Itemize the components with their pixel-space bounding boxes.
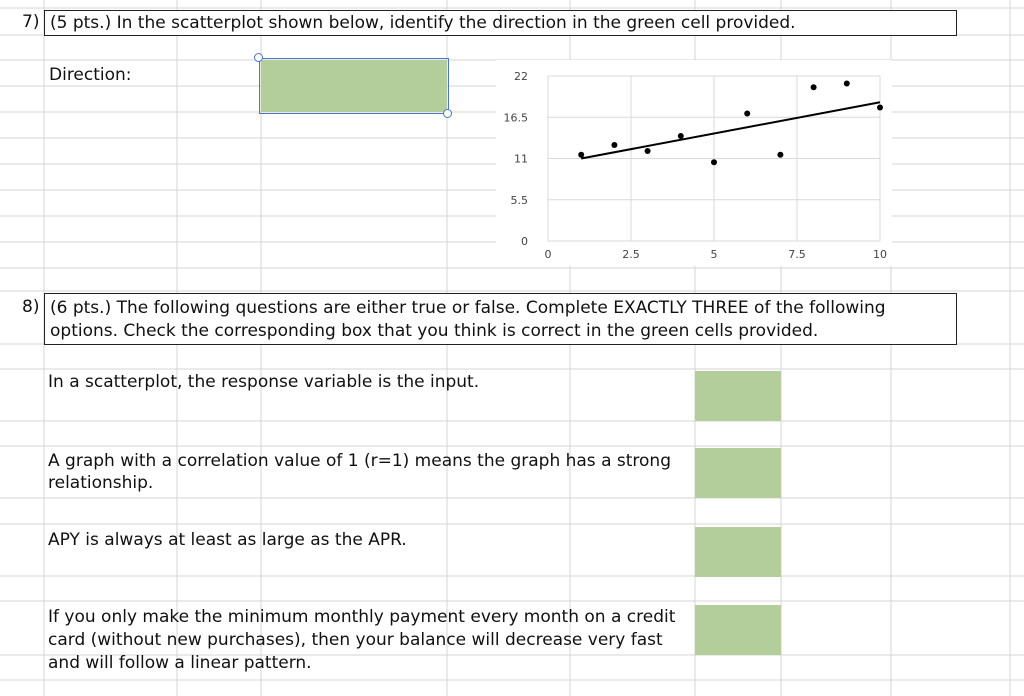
question-8-number: 8) (22, 297, 40, 317)
data-point (578, 151, 585, 158)
y-tick-label: 5.5 (511, 194, 529, 207)
selection-handle-top-left[interactable] (254, 53, 263, 62)
data-point (810, 84, 817, 91)
x-tick-label: 5 (711, 248, 718, 261)
statement-4-text: If you only make the minimum monthly pay… (48, 607, 676, 673)
statement-1-answer-cell[interactable] (695, 371, 781, 421)
data-point (843, 80, 850, 87)
statement-2-text: A graph with a correlation value of 1 (r… (48, 451, 671, 493)
question-8-prompt-line-1: (6 pts.) The following questions are eit… (50, 298, 886, 318)
direction-label: Direction: (49, 65, 132, 85)
x-tick-label: 10 (873, 248, 887, 261)
chart-background (496, 60, 892, 266)
y-tick-label: 16.5 (504, 111, 529, 124)
question-7-number: 7) (22, 12, 40, 32)
question-8-prompt-line-2: options. Check the corresponding box tha… (50, 321, 819, 341)
scatterplot-chart[interactable]: 22 16.5 11 5.5 0 0 2.5 5 7.5 10 (496, 60, 892, 266)
statement-4-answer-cell[interactable] (695, 605, 781, 655)
question-7-prompt-box[interactable]: (5 pts.) In the scatterplot shown below,… (44, 10, 957, 36)
statement-1-text: In a scatterplot, the response variable … (48, 372, 480, 392)
statement-3-text: APY is always at least as large as the A… (48, 530, 407, 550)
data-point (877, 104, 883, 111)
statement-2-answer-cell[interactable] (695, 448, 781, 498)
statement-3-answer-cell[interactable] (695, 527, 781, 577)
selection-handle-bottom-right[interactable] (443, 109, 452, 118)
data-point (744, 110, 751, 117)
question-8-prompt-box[interactable]: (6 pts.) The following questions are eit… (44, 293, 957, 345)
trendline (581, 101, 881, 160)
x-tick-label: 2.5 (622, 248, 640, 261)
data-point (711, 159, 717, 166)
question-7-prompt: (5 pts.) In the scatterplot shown below,… (50, 13, 796, 33)
data-point (611, 142, 618, 148)
y-tick-label: 22 (514, 70, 528, 83)
data-point (777, 151, 784, 158)
x-tick-label: 7.5 (788, 248, 806, 261)
x-tick-label: 0 (545, 248, 552, 261)
y-tick-label: 0 (521, 235, 528, 248)
y-tick-label: 11 (514, 153, 528, 166)
cell-selection-border (259, 58, 449, 114)
direction-answer-cell[interactable] (261, 60, 447, 112)
data-point (644, 148, 651, 154)
data-point (677, 133, 684, 139)
